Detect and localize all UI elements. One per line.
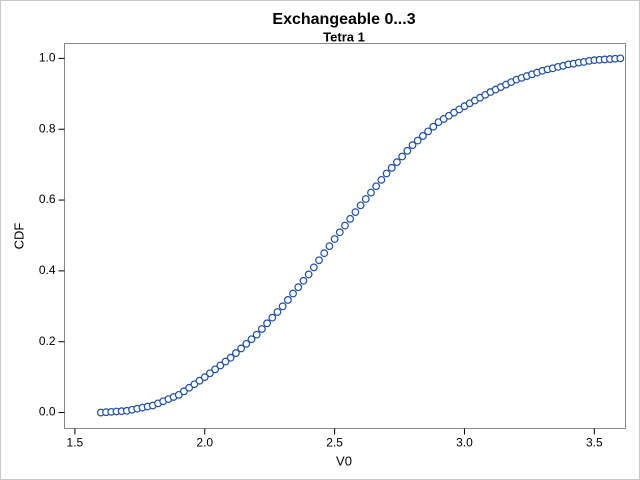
point — [398, 152, 407, 161]
point — [387, 163, 396, 172]
x-tick-label: 1.5 — [67, 436, 84, 450]
chart-title: Exchangeable 0...3 — [272, 11, 415, 28]
point — [346, 214, 355, 223]
point — [419, 132, 427, 140]
point — [237, 344, 246, 353]
point — [206, 369, 214, 378]
point — [221, 357, 230, 366]
point — [263, 319, 271, 328]
point — [195, 376, 204, 385]
point — [257, 325, 266, 333]
point — [304, 270, 313, 279]
point — [377, 175, 386, 184]
point — [325, 242, 334, 250]
point — [413, 136, 422, 145]
x-tick-label: 3.5 — [586, 436, 603, 450]
point — [283, 296, 292, 304]
plot-frame — [64, 43, 626, 429]
point — [616, 54, 625, 63]
point — [367, 188, 375, 197]
point — [232, 349, 240, 357]
point — [356, 201, 365, 210]
point — [315, 256, 323, 265]
point — [382, 169, 391, 178]
x-tick-label: 2.5 — [326, 436, 343, 450]
point — [180, 387, 188, 396]
point — [268, 313, 277, 322]
point — [278, 302, 287, 311]
y-axis-label: CDF — [11, 223, 26, 250]
y-tick-label: 1.0 — [39, 51, 56, 65]
y-tick-label: 0.6 — [39, 192, 56, 206]
point — [330, 235, 339, 243]
point — [351, 208, 360, 216]
point — [429, 122, 438, 131]
x-axis-label: V0 — [336, 453, 352, 468]
point — [403, 146, 412, 155]
point — [372, 182, 381, 191]
point — [289, 289, 297, 298]
point — [190, 380, 199, 389]
y-tick-label: 0.4 — [39, 263, 56, 277]
point — [424, 127, 433, 136]
point — [320, 249, 329, 258]
point — [299, 276, 308, 285]
x-tick-label: 2.0 — [196, 436, 213, 450]
point — [294, 283, 303, 292]
point — [361, 195, 370, 203]
y-tick-label: 0.2 — [39, 334, 56, 348]
point — [174, 390, 183, 399]
point — [226, 353, 235, 362]
point — [211, 365, 220, 374]
point — [185, 383, 194, 392]
point — [335, 228, 344, 237]
point — [247, 335, 256, 344]
point — [200, 373, 209, 382]
point — [252, 330, 261, 339]
y-tick-label: 0.8 — [39, 121, 56, 135]
x-tick-label: 3.0 — [456, 436, 473, 450]
point — [393, 158, 401, 167]
point — [341, 221, 349, 230]
y-tick-label: 0.0 — [39, 405, 56, 419]
point — [309, 263, 318, 272]
point — [273, 308, 282, 316]
point — [216, 361, 225, 370]
chart-subtitle: Tetra 1 — [323, 29, 365, 44]
point — [242, 339, 251, 348]
point — [408, 141, 417, 150]
